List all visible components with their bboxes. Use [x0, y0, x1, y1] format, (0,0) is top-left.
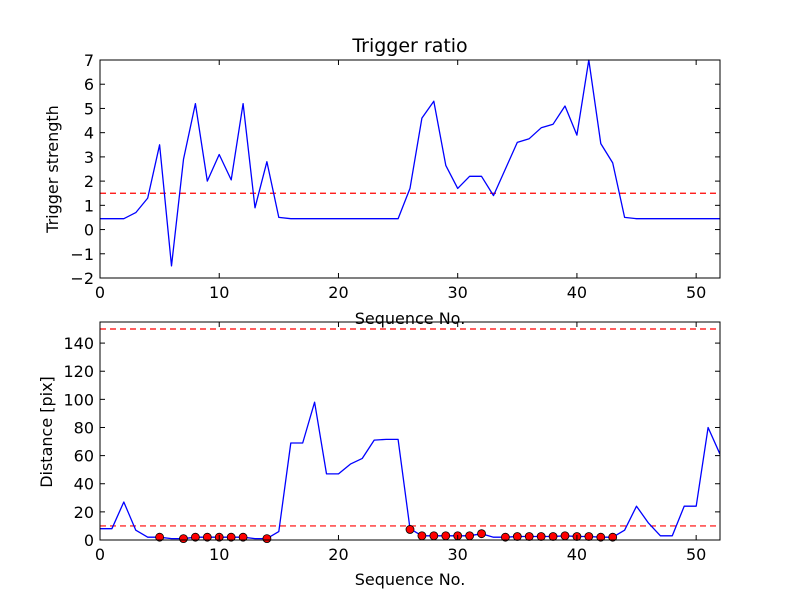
- y-tick-label: 100: [63, 390, 94, 409]
- data-point: [536, 532, 546, 541]
- data-point: [524, 532, 534, 541]
- y-tick-label: 7: [84, 51, 94, 70]
- x-tick-label: 30: [448, 283, 468, 302]
- chart-title: Trigger ratio: [351, 35, 467, 57]
- x-ticks: 0 10 20 30 40 50: [95, 322, 706, 564]
- x-tick-label: 20: [328, 283, 348, 302]
- y-tick-label: 3: [84, 148, 94, 167]
- plot-area: 0 10 20 30 40 50 0 20 40 60 80 100 120 140: [63, 321, 721, 564]
- y-tick-label: 140: [63, 334, 94, 353]
- y-tick-label: 20: [74, 503, 94, 522]
- data-point: [226, 532, 236, 542]
- y-axis-label: Distance [pix]: [37, 376, 56, 488]
- y-tick-label: 1: [84, 196, 94, 215]
- data-point: [584, 532, 594, 541]
- axes-frame: [99, 321, 721, 541]
- data-point: [596, 532, 606, 542]
- data-point: [429, 531, 439, 541]
- y-axis-label: Trigger strength: [43, 105, 62, 234]
- data-point: [441, 531, 451, 541]
- data-point: [202, 532, 212, 542]
- data-point: [548, 532, 558, 541]
- data-point: [477, 529, 486, 539]
- data-point: [238, 532, 248, 542]
- data-point: [465, 531, 475, 541]
- data-point: [417, 531, 427, 541]
- x-tick-label: 40: [567, 545, 587, 564]
- data-point: [262, 534, 272, 543]
- y-ticks: −2 −1 0 1 2 3 4 5 6 7: [70, 51, 720, 288]
- y-tick-label: −1: [70, 245, 94, 264]
- x-tick-label: 50: [686, 283, 706, 302]
- y-tick-label: 0: [84, 531, 94, 550]
- x-tick-label: 0: [95, 545, 105, 564]
- x-axis-label: Sequence No.: [355, 570, 466, 589]
- x-tick-label: 0: [95, 283, 105, 302]
- data-point: [155, 532, 165, 542]
- x-tick-label: 50: [686, 545, 706, 564]
- y-tick-label: 120: [63, 362, 94, 381]
- y-tick-label: 4: [84, 124, 94, 143]
- data-point: [512, 532, 522, 541]
- y-tick-label: 2: [84, 172, 94, 191]
- y-tick-label: 0: [84, 221, 94, 240]
- data-point: [405, 525, 415, 534]
- x-tick-label: 20: [328, 545, 348, 564]
- x-tick-label: 10: [209, 283, 229, 302]
- x-axis-label: Sequence No.: [355, 309, 466, 328]
- data-point: [179, 534, 188, 543]
- y-tick-label: 6: [84, 75, 94, 94]
- y-ticks: 0 20 40 60 80 100 120 140: [63, 334, 720, 550]
- data-point: [608, 532, 618, 542]
- x-tick-label: 40: [567, 283, 587, 302]
- y-tick-label: −2: [70, 269, 94, 288]
- series-line: [100, 59, 720, 267]
- y-tick-label: 60: [74, 447, 94, 466]
- distance-chart: 0 10 20 30 40 50 0 20 40 60 80 100 120 140 Sequence …: [37, 321, 721, 589]
- x-tick-label: 10: [209, 545, 229, 564]
- y-tick-label: 5: [84, 99, 94, 118]
- x-tick-label: 30: [448, 545, 468, 564]
- axes-frame: [99, 59, 721, 279]
- y-tick-label: 40: [74, 475, 94, 494]
- data-point: [560, 531, 570, 541]
- data-point: [190, 532, 200, 542]
- x-ticks: 0 10 20 30 40 50: [95, 60, 706, 302]
- series-layer: [100, 59, 720, 267]
- y-tick-label: 80: [74, 418, 94, 437]
- data-point: [500, 532, 510, 542]
